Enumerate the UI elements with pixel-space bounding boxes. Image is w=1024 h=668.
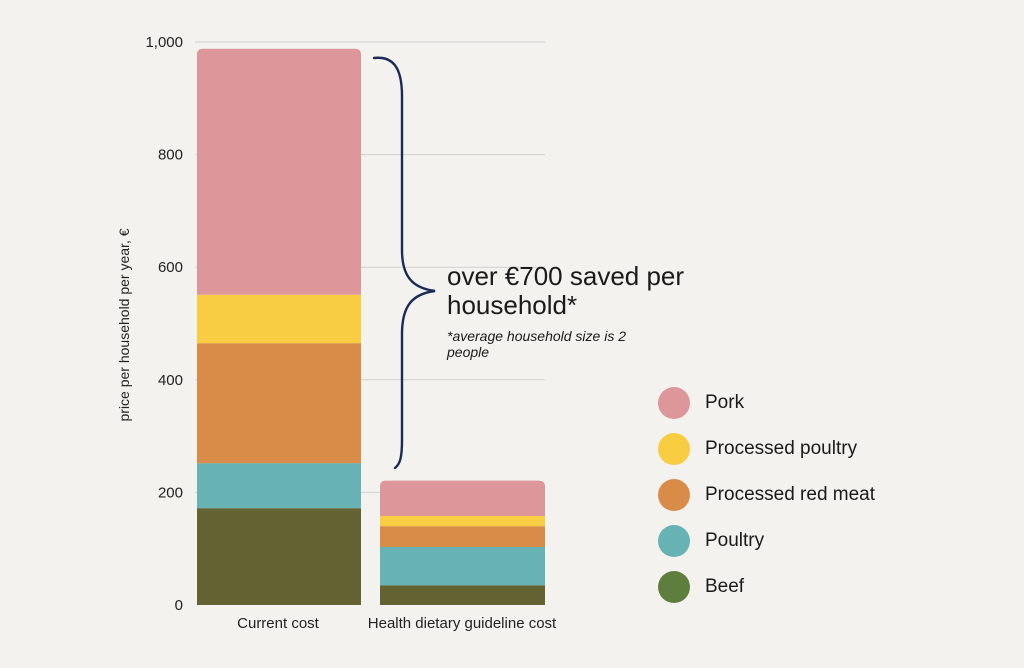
bar-segment-processed-red-meat	[380, 526, 545, 548]
legend-swatch	[658, 433, 690, 465]
bar-segment-beef	[197, 508, 361, 605]
legend-item-pork: Pork	[658, 380, 958, 426]
legend-swatch	[658, 571, 690, 603]
y-tick-label: 800	[158, 147, 183, 164]
bar-segment-poultry	[197, 463, 361, 509]
y-tick-label: 1,000	[145, 34, 183, 51]
bar-segment-pork	[380, 480, 545, 517]
legend-label: Poultry	[705, 530, 765, 551]
legend-swatch	[658, 387, 690, 419]
legend-label: Processed red meat	[705, 484, 876, 505]
legend-label: Beef	[705, 576, 745, 597]
legend-label: Pork	[705, 392, 745, 413]
x-category-label: Current cost	[237, 615, 320, 632]
y-tick-label: 0	[175, 597, 183, 614]
bar-segment-processed-red-meat	[197, 343, 361, 464]
curly-brace	[372, 56, 436, 470]
bar-segment-processed-poultry	[197, 294, 361, 344]
legend-item-processed-poultry: Processed poultry	[658, 426, 958, 472]
legend-swatch	[658, 479, 690, 511]
legend-item-poultry: Poultry	[658, 518, 958, 564]
legend-label: Processed poultry	[705, 438, 858, 459]
y-tick-label: 400	[158, 372, 183, 389]
legend-swatch	[658, 525, 690, 557]
legend: Pork Processed poultry Processed red meat P…	[658, 380, 958, 610]
bar-segment-processed-poultry	[380, 516, 545, 527]
x-category-label: Health dietary guideline cost	[368, 615, 557, 632]
savings-annotation: over €700 saved per household* *average …	[447, 261, 707, 361]
legend-item-beef: Beef	[658, 564, 958, 610]
bar-segment-pork	[197, 48, 361, 295]
savings-headline: over €700 saved per household*	[447, 261, 685, 320]
bar-segment-poultry	[380, 547, 545, 586]
y-axis-title: price per household per year, €	[116, 228, 132, 421]
y-tick-label: 200	[158, 484, 183, 501]
bar-segment-beef	[380, 585, 545, 605]
legend-item-processed-red-meat: Processed red meat	[658, 472, 958, 518]
y-tick-label: 600	[158, 259, 183, 276]
savings-footnote: *average household size is 2 people	[447, 328, 627, 360]
